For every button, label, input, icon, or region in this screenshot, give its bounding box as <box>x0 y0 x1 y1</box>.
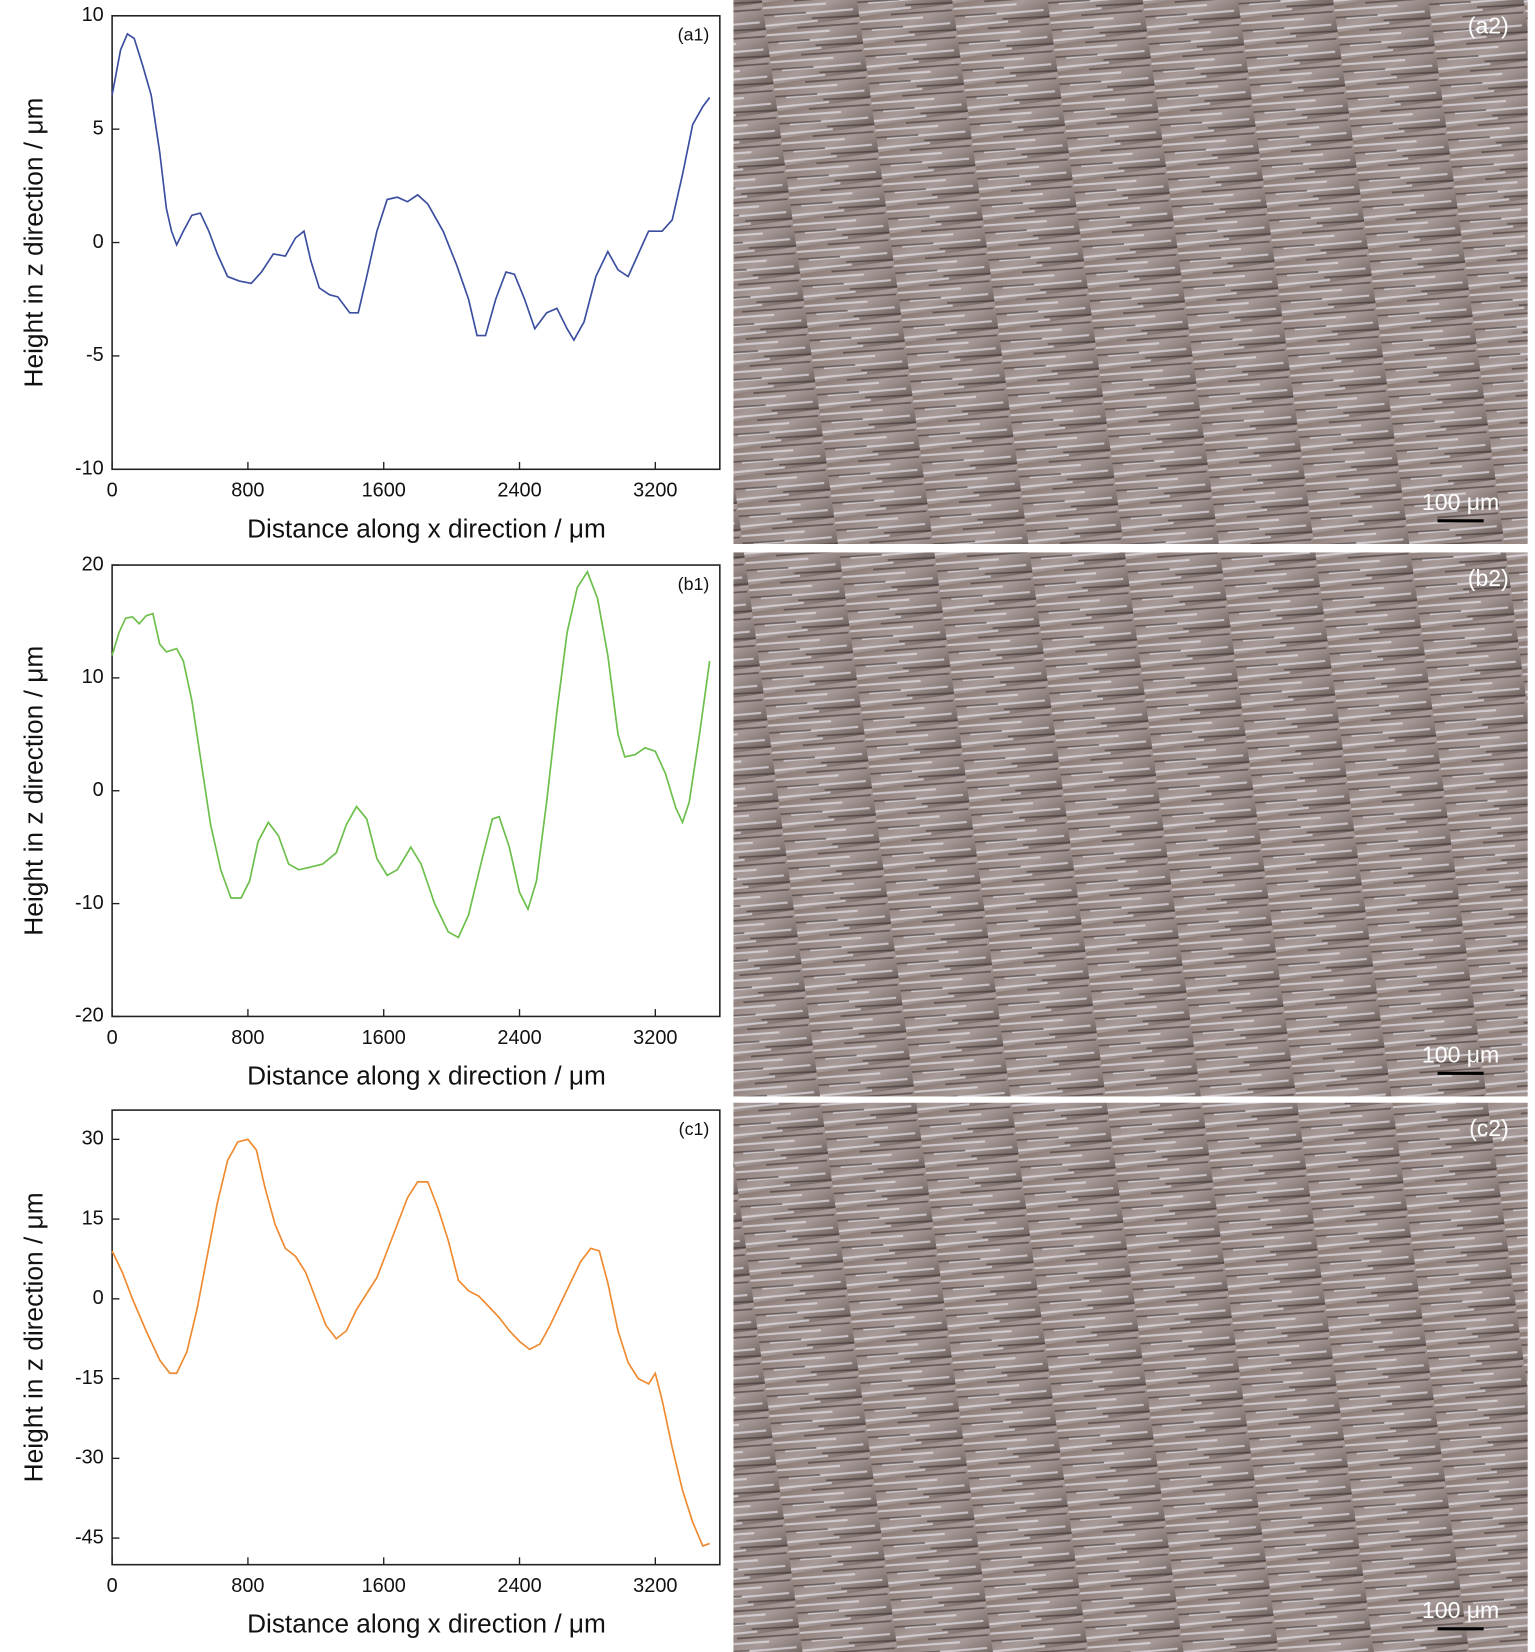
plot-frame <box>111 14 721 471</box>
y-tick-label: -30 <box>75 1447 104 1469</box>
y-tick-label: 0 <box>93 779 104 801</box>
y-tick-label: -15 <box>75 1367 104 1389</box>
y-tick-label: -45 <box>75 1526 104 1548</box>
x-tick-label: 2400 <box>497 1575 541 1597</box>
micrograph <box>733 0 1528 545</box>
y-tick-label: 15 <box>82 1207 104 1229</box>
x-tick-label: 0 <box>107 1027 118 1049</box>
image-label: (c2) <box>1469 1115 1509 1141</box>
data-line <box>111 1138 710 1548</box>
scale-bar-label: 100 μm <box>1422 1597 1499 1623</box>
x-axis-label: Distance along x direction / μm <box>247 1060 606 1090</box>
x-tick-label: 2400 <box>497 480 541 502</box>
y-tick-label: 10 <box>82 666 104 688</box>
x-tick-label: 0 <box>107 1575 118 1597</box>
y-tick-label: 20 <box>82 553 104 575</box>
y-tick-label: 10 <box>82 4 104 26</box>
x-tick-label: 1600 <box>362 1575 406 1597</box>
x-tick-label: 2400 <box>497 1027 541 1049</box>
y-axis-label: Height in z direction / μm <box>19 1192 49 1482</box>
y-axis-label: Height in z direction / μm <box>19 98 49 388</box>
x-tick-label: 1600 <box>362 1027 406 1049</box>
x-tick-label: 3200 <box>633 1027 677 1049</box>
data-line <box>111 569 711 939</box>
y-tick-label: 0 <box>93 231 104 253</box>
y-tick-label: -20 <box>75 1005 104 1027</box>
y-tick-label: -5 <box>86 344 104 366</box>
y-tick-label: -10 <box>75 892 104 914</box>
y-tick-label: -10 <box>75 458 104 480</box>
x-tick-label: 0 <box>107 480 118 502</box>
y-tick-label: 0 <box>93 1287 104 1309</box>
panel-label: (a1) <box>678 24 710 44</box>
x-tick-label: 1600 <box>362 480 406 502</box>
data-line <box>111 32 711 342</box>
panel-label: (c1) <box>679 1119 710 1139</box>
scale-bar-label: 100 μm <box>1422 489 1499 515</box>
y-tick-label: 30 <box>82 1128 104 1150</box>
plot-frame <box>111 1109 721 1566</box>
micrograph <box>733 552 1528 1097</box>
x-tick-label: 800 <box>231 1575 264 1597</box>
x-tick-label: 3200 <box>633 1575 677 1597</box>
x-axis-label: Distance along x direction / μm <box>247 1609 606 1639</box>
x-tick-label: 800 <box>231 480 264 502</box>
x-tick-label: 3200 <box>633 480 677 502</box>
y-axis-label: Height in z direction / μm <box>19 646 49 936</box>
x-axis-label: Distance along x direction / μm <box>247 513 606 543</box>
micrograph <box>733 1102 1528 1652</box>
image-label: (a2) <box>1468 12 1509 38</box>
plot-frame <box>111 564 721 1018</box>
scale-bar-label: 100 μm <box>1422 1042 1499 1068</box>
x-tick-label: 800 <box>231 1027 264 1049</box>
image-label: (b2) <box>1468 565 1509 591</box>
y-tick-label: 5 <box>93 117 104 139</box>
panel-label: (b1) <box>678 574 710 594</box>
